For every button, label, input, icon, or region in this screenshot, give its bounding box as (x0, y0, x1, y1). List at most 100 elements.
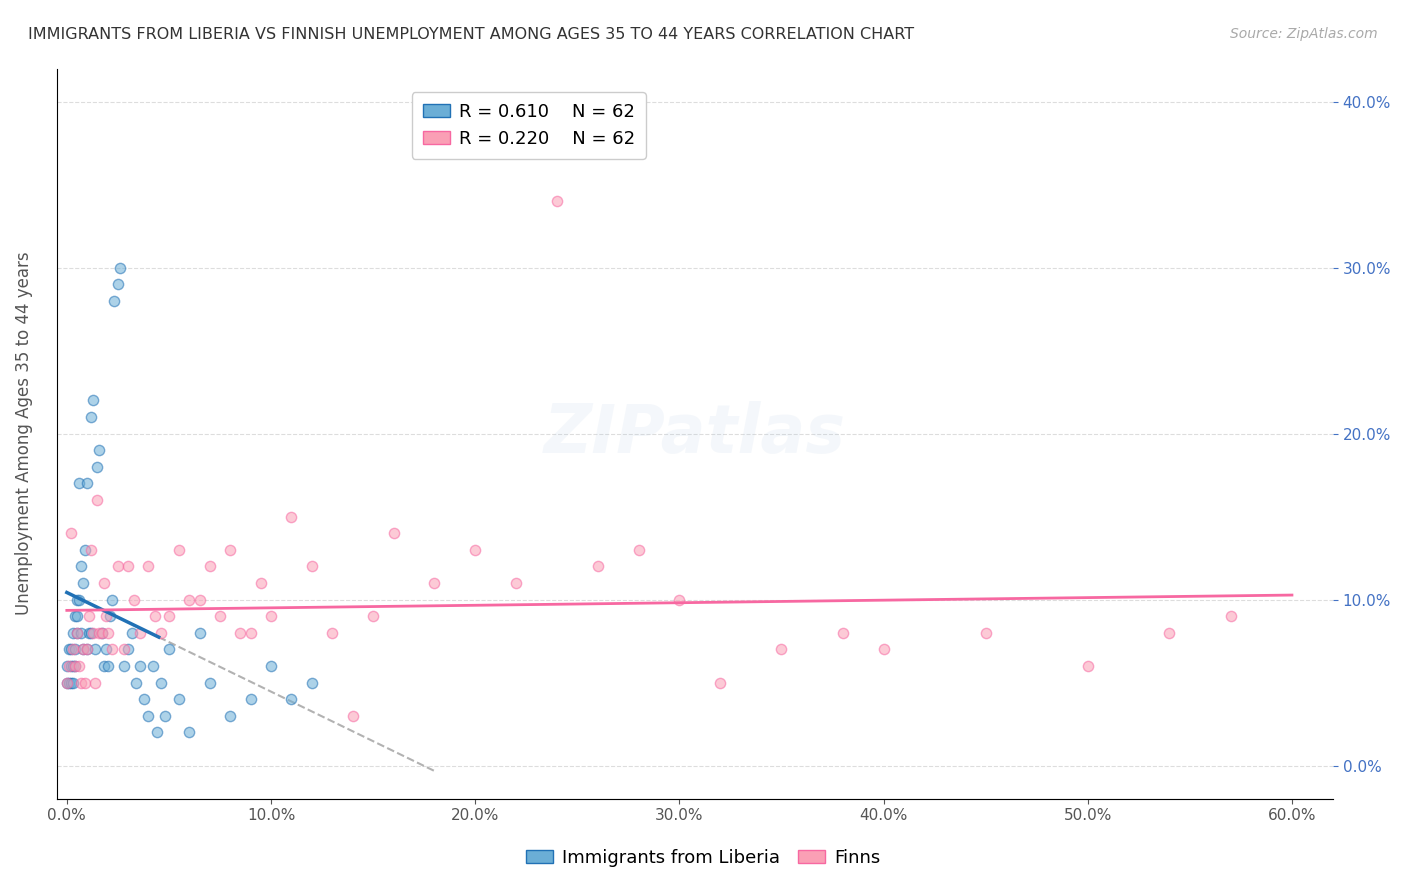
Point (103, 293, 125, 308)
Point (89, 443, 111, 458)
Point (546, 194, 568, 209)
Point (77, 609, 100, 624)
Point (82, 393, 104, 408)
Point (1219, 609, 1241, 624)
Point (157, 609, 180, 624)
Point (100, 592, 122, 607)
Point (97, 659, 120, 673)
Point (198, 559, 221, 574)
Point (86, 493, 108, 508)
Point (107, 277, 129, 292)
Point (117, 642, 139, 657)
Point (157, 642, 180, 657)
Point (505, 576, 527, 591)
Point (62, 675, 84, 690)
Point (122, 592, 145, 607)
Point (108, 260, 131, 275)
Point (93, 576, 115, 591)
Point (75, 542, 97, 557)
Point (179, 592, 201, 607)
Point (72, 642, 94, 657)
Point (67, 476, 90, 491)
Point (709, 675, 731, 690)
Point (219, 708, 242, 723)
Point (167, 692, 190, 706)
Point (90, 625, 112, 640)
Point (112, 659, 135, 673)
Point (70, 675, 93, 690)
Point (72, 642, 94, 657)
Point (76, 642, 98, 657)
Point (66, 609, 89, 624)
Point (63, 642, 86, 657)
Point (93, 659, 115, 673)
Point (143, 609, 166, 624)
Point (668, 592, 690, 607)
Text: ZIPatlas: ZIPatlas (544, 401, 845, 467)
Point (97, 625, 120, 640)
Point (179, 725, 201, 739)
Point (125, 675, 148, 690)
Point (90, 625, 112, 640)
Point (63, 659, 86, 673)
Point (586, 559, 609, 574)
Point (208, 609, 231, 624)
Point (464, 542, 486, 557)
Point (149, 625, 172, 640)
Point (249, 576, 271, 591)
Point (58, 659, 80, 673)
Point (134, 692, 156, 706)
Point (62, 625, 84, 640)
Point (198, 675, 221, 690)
Point (280, 692, 302, 706)
Point (361, 609, 384, 624)
Point (72, 576, 94, 591)
Point (56, 675, 79, 690)
Point (62, 659, 84, 673)
Point (138, 559, 160, 574)
Point (70, 625, 93, 640)
Point (188, 592, 211, 607)
Point (59, 659, 82, 673)
Point (342, 708, 364, 723)
Point (974, 625, 997, 640)
Point (382, 526, 405, 541)
Point (76, 642, 98, 657)
Point (321, 625, 343, 640)
Point (66, 592, 89, 607)
Point (219, 542, 242, 557)
Point (239, 625, 262, 640)
Legend: Immigrants from Liberia, Finns: Immigrants from Liberia, Finns (519, 842, 887, 874)
Point (58, 642, 80, 657)
Point (872, 642, 894, 657)
Point (89, 625, 111, 640)
Point (107, 559, 129, 574)
Point (80, 625, 103, 640)
Point (58, 675, 80, 690)
Point (59, 675, 82, 690)
Point (94, 642, 117, 657)
Point (80, 410, 103, 425)
Point (627, 542, 650, 557)
Point (62, 642, 84, 657)
Point (63, 609, 86, 624)
Point (129, 625, 152, 640)
Point (142, 659, 165, 673)
Point (67, 659, 90, 673)
Point (80, 542, 103, 557)
Point (129, 659, 152, 673)
Point (82, 625, 104, 640)
Point (75, 675, 97, 690)
Point (145, 725, 167, 739)
Point (153, 708, 176, 723)
Point (66, 625, 89, 640)
Legend: R = 0.610    N = 62, R = 0.220    N = 62: R = 0.610 N = 62, R = 0.220 N = 62 (412, 92, 645, 159)
Point (112, 642, 135, 657)
Point (1159, 625, 1181, 640)
Point (301, 559, 323, 574)
Point (86, 459, 108, 474)
Point (423, 576, 446, 591)
Point (239, 692, 262, 706)
Point (301, 675, 323, 690)
Point (56, 675, 79, 690)
